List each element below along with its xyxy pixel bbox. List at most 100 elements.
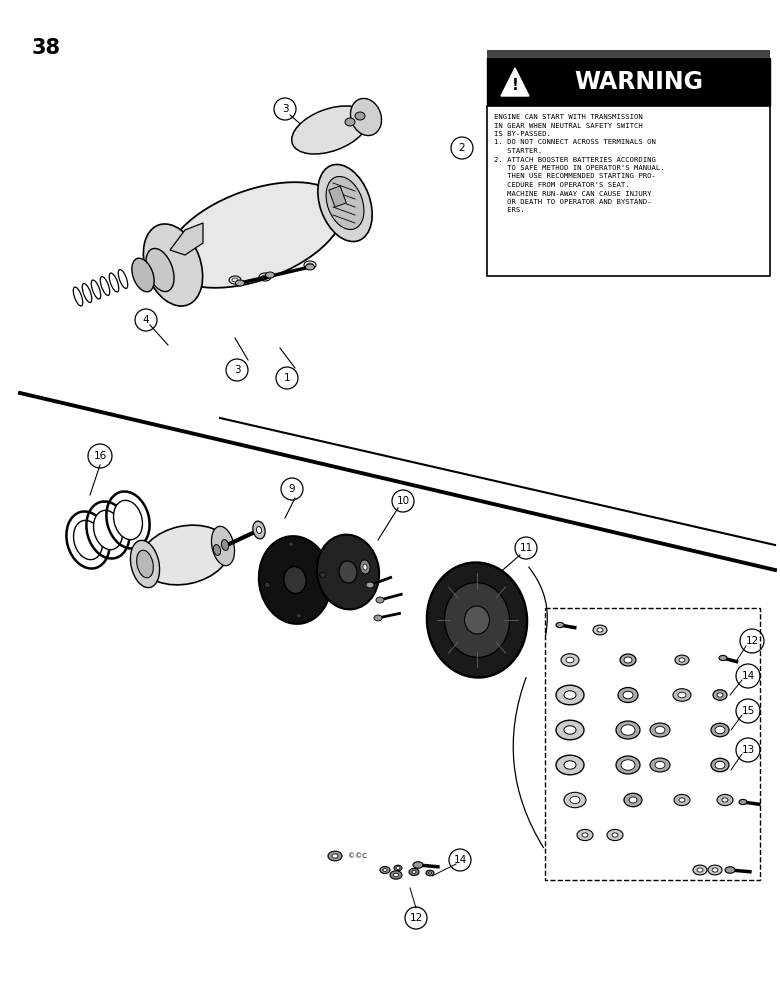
Ellipse shape — [464, 606, 490, 634]
Text: 14: 14 — [453, 855, 466, 865]
Ellipse shape — [409, 868, 419, 876]
Ellipse shape — [259, 536, 332, 624]
Ellipse shape — [211, 526, 235, 566]
Ellipse shape — [257, 527, 261, 533]
Ellipse shape — [655, 762, 665, 768]
Ellipse shape — [712, 868, 718, 872]
Ellipse shape — [650, 723, 670, 737]
Ellipse shape — [339, 561, 357, 583]
Ellipse shape — [566, 657, 574, 663]
Ellipse shape — [328, 851, 342, 861]
Ellipse shape — [593, 625, 607, 635]
Text: 3: 3 — [282, 104, 289, 114]
Ellipse shape — [616, 721, 640, 739]
Text: 9: 9 — [289, 484, 296, 494]
Text: 1: 1 — [284, 373, 290, 383]
Ellipse shape — [380, 866, 390, 874]
Text: 12: 12 — [410, 913, 423, 923]
Text: 11: 11 — [519, 543, 533, 553]
Ellipse shape — [679, 798, 685, 802]
Ellipse shape — [650, 758, 670, 772]
Ellipse shape — [693, 865, 707, 875]
Ellipse shape — [556, 685, 584, 705]
Ellipse shape — [556, 622, 564, 628]
Ellipse shape — [317, 535, 379, 609]
Text: ©©C: ©©C — [348, 853, 367, 859]
Ellipse shape — [620, 654, 636, 666]
Ellipse shape — [675, 655, 689, 665]
Ellipse shape — [717, 693, 723, 697]
Ellipse shape — [428, 872, 431, 874]
Ellipse shape — [445, 583, 509, 657]
Ellipse shape — [655, 726, 665, 734]
Ellipse shape — [383, 869, 387, 871]
Text: 12: 12 — [746, 636, 759, 646]
Ellipse shape — [679, 658, 685, 662]
Ellipse shape — [363, 564, 367, 570]
Polygon shape — [501, 68, 529, 96]
Ellipse shape — [317, 164, 372, 242]
Ellipse shape — [582, 833, 588, 837]
Text: 4: 4 — [143, 315, 149, 325]
Bar — [487, 58, 770, 106]
Ellipse shape — [396, 867, 400, 869]
Ellipse shape — [623, 691, 633, 699]
Ellipse shape — [284, 567, 306, 593]
Ellipse shape — [607, 829, 623, 841]
Ellipse shape — [350, 98, 381, 136]
Ellipse shape — [360, 560, 370, 574]
Ellipse shape — [597, 628, 603, 632]
Text: WARNING: WARNING — [574, 70, 703, 94]
Ellipse shape — [715, 726, 725, 734]
Text: 3: 3 — [234, 365, 240, 375]
Ellipse shape — [394, 865, 402, 871]
Ellipse shape — [711, 758, 729, 772]
Ellipse shape — [564, 761, 576, 769]
Ellipse shape — [264, 583, 271, 588]
Ellipse shape — [292, 106, 368, 154]
Text: 38: 38 — [32, 38, 61, 58]
Ellipse shape — [73, 520, 102, 560]
Ellipse shape — [222, 540, 229, 550]
Ellipse shape — [320, 572, 326, 577]
Ellipse shape — [393, 873, 399, 877]
Text: 14: 14 — [741, 671, 754, 681]
Ellipse shape — [713, 690, 727, 700]
Ellipse shape — [564, 726, 576, 734]
Ellipse shape — [132, 258, 154, 292]
Bar — [487, 50, 770, 58]
Ellipse shape — [673, 689, 691, 701]
Ellipse shape — [564, 792, 586, 808]
Ellipse shape — [711, 723, 729, 737]
Bar — [329, 186, 346, 207]
Ellipse shape — [556, 720, 584, 740]
Ellipse shape — [577, 829, 593, 841]
Ellipse shape — [146, 248, 174, 292]
Ellipse shape — [167, 182, 343, 288]
Ellipse shape — [722, 798, 728, 802]
Ellipse shape — [413, 862, 423, 868]
Ellipse shape — [288, 542, 294, 547]
Ellipse shape — [708, 865, 722, 875]
Ellipse shape — [236, 280, 244, 286]
Ellipse shape — [629, 797, 637, 803]
Text: 2: 2 — [459, 143, 466, 153]
Ellipse shape — [621, 725, 635, 735]
Ellipse shape — [130, 540, 160, 588]
Ellipse shape — [618, 688, 638, 702]
Ellipse shape — [612, 833, 618, 837]
Ellipse shape — [564, 691, 576, 699]
Ellipse shape — [374, 615, 382, 621]
Ellipse shape — [326, 176, 364, 230]
Text: 10: 10 — [396, 496, 410, 506]
Text: ENGINE CAN START WITH TRANSMISSION
IN GEAR WHEN NEUTRAL SAFETY SWITCH
IS BY-PASS: ENGINE CAN START WITH TRANSMISSION IN GE… — [494, 114, 665, 214]
Ellipse shape — [674, 794, 690, 806]
Ellipse shape — [94, 510, 122, 550]
Polygon shape — [170, 223, 203, 255]
Ellipse shape — [214, 545, 221, 555]
Ellipse shape — [427, 563, 527, 677]
Ellipse shape — [739, 799, 747, 805]
Ellipse shape — [561, 654, 579, 666]
Ellipse shape — [621, 760, 635, 770]
Text: 16: 16 — [94, 451, 107, 461]
